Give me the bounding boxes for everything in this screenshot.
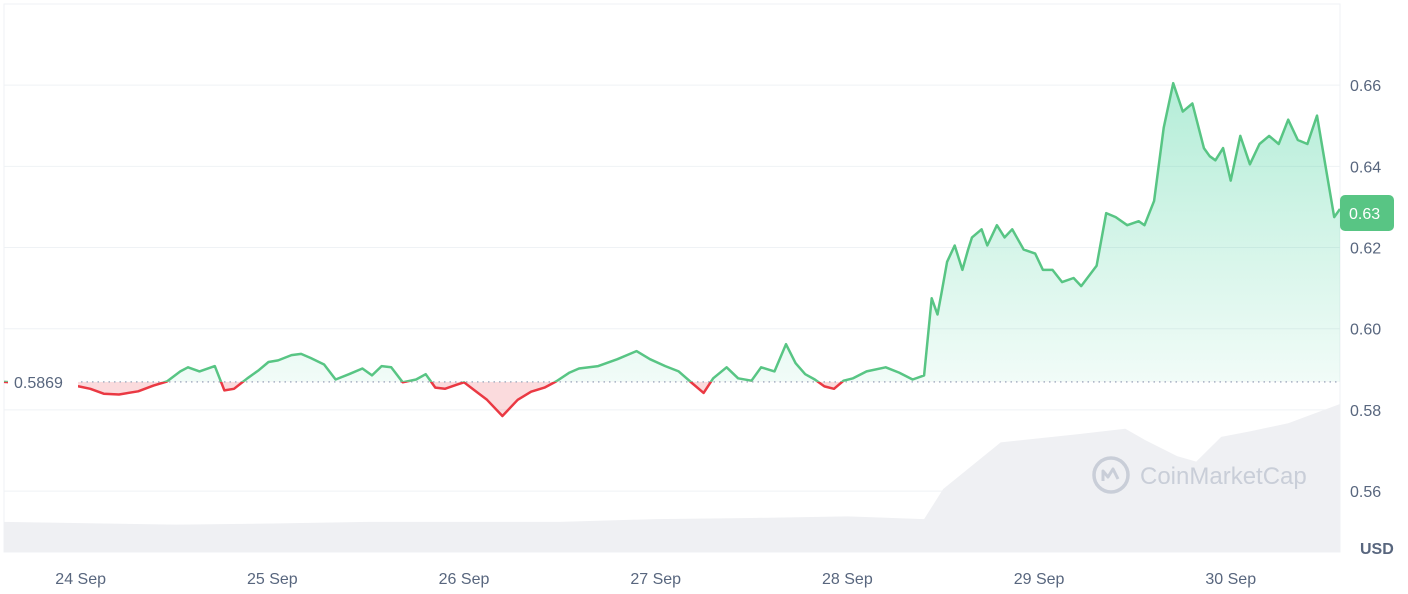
x-tick-label: 26 Sep: [439, 571, 490, 588]
x-tick-label: 27 Sep: [630, 571, 681, 588]
area-above-reference: [4, 83, 1340, 382]
reference-price-label: 0.5869: [8, 370, 78, 393]
y-tick-label: 0.56: [1350, 484, 1381, 501]
y-axis-ticks: 0.56 0.58 0.60 0.62 0.64 0.66: [1350, 78, 1381, 501]
watermark-text: CoinMarketCap: [1140, 463, 1307, 490]
watermark: CoinMarketCap: [1092, 456, 1307, 494]
coinmarketcap-logo-icon: [1092, 456, 1130, 494]
x-tick-label: 30 Sep: [1205, 571, 1256, 588]
axis-unit-label: USD: [1360, 541, 1394, 558]
x-tick-label: 25 Sep: [247, 571, 298, 588]
y-tick-label: 0.62: [1350, 241, 1381, 258]
x-tick-label: 29 Sep: [1014, 571, 1065, 588]
price-line-up: [3, 81, 1340, 382]
svg-text:0.5869: 0.5869: [14, 375, 63, 392]
svg-text:0.63: 0.63: [1349, 206, 1380, 223]
current-price-badge: 0.63: [1340, 194, 1394, 231]
volume-area: [4, 404, 1340, 552]
x-tick-label: 24 Sep: [55, 571, 106, 588]
y-tick-label: 0.64: [1350, 159, 1381, 176]
area-below-reference: [4, 381, 843, 416]
y-tick-label: 0.60: [1350, 322, 1381, 339]
x-tick-label: 28 Sep: [822, 571, 873, 588]
y-tick-label: 0.58: [1350, 403, 1381, 420]
x-axis-ticks: 24 Sep 25 Sep 26 Sep 27 Sep 28 Sep 29 Sep 30 S…: [55, 571, 1256, 588]
y-tick-label: 0.66: [1350, 78, 1381, 95]
